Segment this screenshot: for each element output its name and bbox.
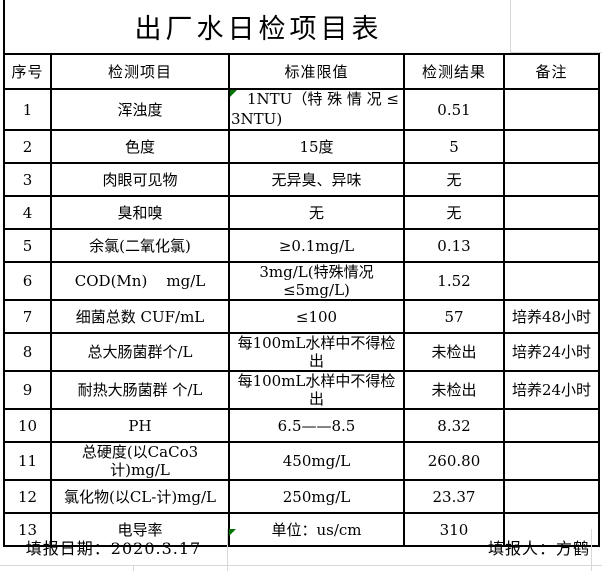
cell-standard[interactable]: ≥0.1mg/L [228, 228, 405, 263]
cell-remark[interactable] [503, 129, 600, 164]
table-row: 5 余氯(二氧化氯) ≥0.1mg/L 0.13 [3, 228, 600, 263]
cell-no[interactable]: 5 [3, 228, 52, 263]
cell-standard[interactable]: 无异臭、异味 [228, 162, 405, 197]
header-cell-standard[interactable]: 标准限值 [228, 53, 405, 90]
cell-result[interactable]: 57 [403, 299, 505, 334]
gridline [0, 565, 602, 566]
table-row: 12 氯化物(以CL-计)mg/L 250mg/L 23.37 [3, 479, 600, 514]
cell-no[interactable]: 4 [3, 195, 52, 230]
cell-standard[interactable]: 每100mL水样中不得检出 [228, 332, 405, 372]
cell-item[interactable]: 总硬度(以CaCo3计)mg/L [50, 441, 230, 481]
table-row: 7 细菌总数 CUF/mL ≤100 57 培养48小时 [3, 299, 600, 334]
cell-remark[interactable] [503, 512, 600, 547]
cell-standard[interactable]: 250mg/L [228, 479, 405, 514]
cell-standard[interactable]: 1NTU（特 殊 情 况 ≤3NTU) [228, 88, 405, 131]
cell-result[interactable]: 8.32 [403, 408, 505, 443]
table-row: 11 总硬度(以CaCo3计)mg/L 450mg/L 260.80 [3, 441, 600, 481]
gridline [510, 52, 602, 53]
page-title: 出厂水日检项目表 [134, 14, 383, 45]
cell-item[interactable]: 浑浊度 [50, 88, 230, 131]
gridline [591, 529, 592, 571]
cell-no[interactable]: 8 [3, 332, 52, 372]
cell-no[interactable]: 3 [3, 162, 52, 197]
report-person: 填报人：方鹤 [487, 538, 590, 558]
cell-no[interactable]: 6 [3, 261, 52, 301]
cell-remark[interactable]: 培养24小时 [503, 332, 600, 372]
cell-remark[interactable] [503, 228, 600, 263]
cell-standard[interactable]: 单位：us/cm [228, 512, 405, 547]
cell-result[interactable]: 5 [403, 129, 505, 164]
cell-no[interactable]: 2 [3, 129, 52, 164]
table-row: 3 肉眼可见物 无异臭、异味无 [3, 162, 600, 197]
cell-no[interactable]: 11 [3, 441, 52, 481]
table-header-row: 序号 检测项目 标准限值 检测结果 备注 [3, 53, 600, 90]
table-row: 4 臭和嗅无无 [3, 195, 600, 230]
inspection-table: 序号 检测项目 标准限值 检测结果 备注 1 浑浊度 1NTU（特 殊 情 况 ≤3… [3, 53, 600, 547]
report-date: 填报日期：2020.3.17 [25, 538, 202, 558]
gridline [510, 0, 511, 52]
table-row: 10 PH 6.5——8.5 8.32 [3, 408, 600, 443]
header-cell-remark[interactable]: 备注 [503, 53, 600, 90]
cell-no[interactable]: 1 [3, 88, 52, 131]
cell-item[interactable]: PH [50, 408, 230, 443]
cell-standard[interactable]: 无 [228, 195, 405, 230]
table-row: 8 总大肠菌群个/L 每100mL水样中不得检出 未检出 培养24小时 [3, 332, 600, 372]
cell-standard[interactable]: 15度 [228, 129, 405, 164]
cell-result[interactable]: 未检出 [403, 370, 505, 410]
comment-marker-icon [229, 529, 236, 536]
table-row: 6 COD(Mn) mg/L 3mg/L(特殊情况≤5mg/L) 1.52 [3, 261, 600, 301]
cell-remark[interactable]: 培养48小时 [503, 299, 600, 334]
cell-result[interactable]: 260.80 [403, 441, 505, 481]
header-cell-no[interactable]: 序号 [3, 53, 52, 90]
gridline [227, 529, 228, 571]
cell-remark[interactable] [503, 195, 600, 230]
header-cell-result[interactable]: 检测结果 [403, 53, 505, 90]
cell-remark[interactable] [503, 479, 600, 514]
cell-no[interactable]: 12 [3, 479, 52, 514]
cell-result[interactable]: 无 [403, 162, 505, 197]
cell-item[interactable]: 细菌总数 CUF/mL [50, 299, 230, 334]
cell-result[interactable]: 未检出 [403, 332, 505, 372]
cell-standard[interactable]: 6.5——8.5 [228, 408, 405, 443]
cell-remark[interactable] [503, 408, 600, 443]
header-cell-item[interactable]: 检测项目 [50, 53, 230, 90]
cell-result[interactable]: 无 [403, 195, 505, 230]
cell-item[interactable]: 电导率 [50, 512, 230, 547]
cell-item[interactable]: 氯化物(以CL-计)mg/L [50, 479, 230, 514]
cell-standard[interactable]: 450mg/L [228, 441, 405, 481]
cell-no[interactable]: 9 [3, 370, 52, 410]
cell-no[interactable]: 10 [3, 408, 52, 443]
cell-standard[interactable]: 3mg/L(特殊情况≤5mg/L) [228, 261, 405, 301]
cell-standard[interactable]: ≤100 [228, 299, 405, 334]
gridline [133, 565, 134, 571]
cell-item[interactable]: 耐热大肠菌群 个/L [50, 370, 230, 410]
cell-result[interactable]: 1.52 [403, 261, 505, 301]
cell-result[interactable]: 23.37 [403, 479, 505, 514]
cell-item[interactable]: 总大肠菌群个/L [50, 332, 230, 372]
table-row: 1 浑浊度 1NTU（特 殊 情 况 ≤3NTU) 0.51 [3, 88, 600, 131]
title-block: 出厂水日检项目表 [3, 0, 512, 53]
inspection-table-body: 1 浑浊度 1NTU（特 殊 情 况 ≤3NTU) 0.51 2 色度 15度 5 3 肉眼可见物… [3, 88, 600, 547]
cell-remark[interactable]: 培养24小时 [503, 370, 600, 410]
cell-item[interactable]: 色度 [50, 129, 230, 164]
cell-remark[interactable] [503, 441, 600, 481]
cell-result[interactable]: 310 [403, 512, 505, 547]
table-row: 2 色度 15度 5 [3, 129, 600, 164]
comment-marker-icon [230, 90, 237, 97]
cell-item[interactable]: 余氯(二氧化氯) [50, 228, 230, 263]
cell-result[interactable]: 0.13 [403, 228, 505, 263]
cell-remark[interactable] [503, 88, 600, 131]
table-row: 9 耐热大肠菌群 个/L 每100mL水样中不得检出 未检出 培养24小时 [3, 370, 600, 410]
cell-remark[interactable] [503, 261, 600, 301]
cell-item[interactable]: COD(Mn) mg/L [50, 261, 230, 301]
cell-no[interactable]: 13 [3, 512, 52, 547]
table-row: 13 电导率 单位：us/cm 310 [3, 512, 600, 547]
cell-remark[interactable] [503, 162, 600, 197]
cell-no[interactable]: 7 [3, 299, 52, 334]
cell-result[interactable]: 0.51 [403, 88, 505, 131]
cell-standard[interactable]: 每100mL水样中不得检出 [228, 370, 405, 410]
cell-item[interactable]: 肉眼可见物 [50, 162, 230, 197]
cell-item[interactable]: 臭和嗅 [50, 195, 230, 230]
